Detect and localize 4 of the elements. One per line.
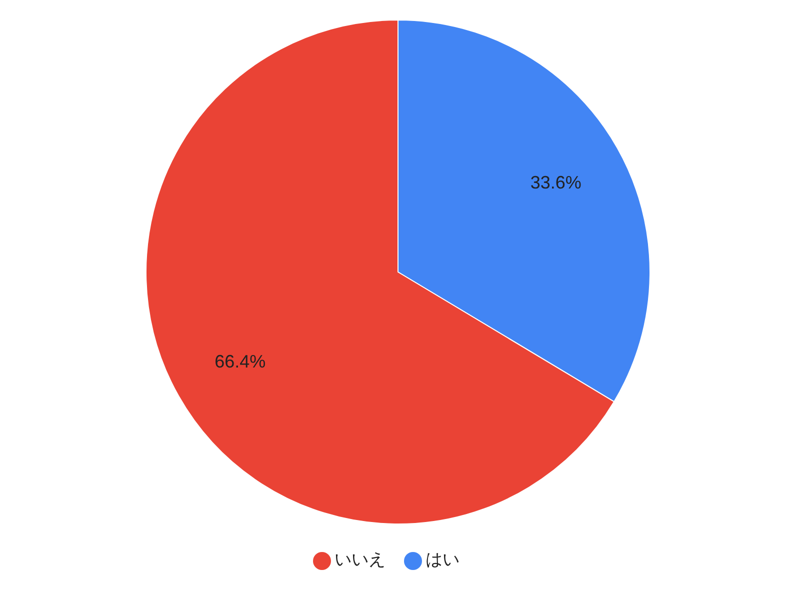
legend-label: いいえ — [334, 550, 386, 569]
data-label: 66.4% — [214, 351, 266, 372]
legend-label: はい — [426, 550, 460, 569]
data-label: 33.6% — [530, 172, 582, 193]
